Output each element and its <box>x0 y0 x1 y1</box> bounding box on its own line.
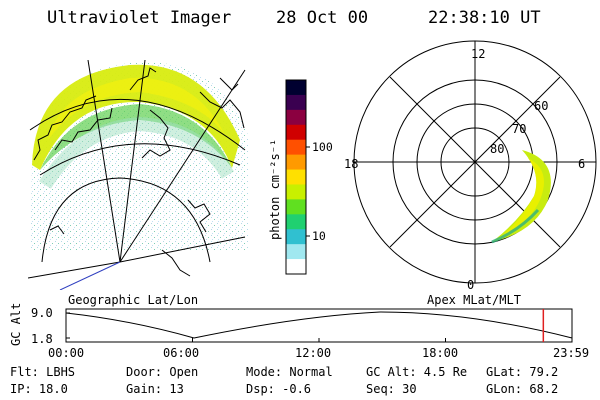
colorbar-cell <box>286 124 306 141</box>
mlt-label-0: 0 <box>467 278 474 292</box>
timeline-ytick-min: 1.8 <box>31 332 53 346</box>
info-filter: Flt: LBHS <box>10 365 76 379</box>
mlat-label-70: 70 <box>512 122 526 136</box>
mlat-label-60: 60 <box>534 99 548 113</box>
info-glat: GLat: 79.2 <box>486 365 559 379</box>
colorbar-cell <box>286 94 306 111</box>
info-door: Door: Open <box>126 365 199 379</box>
colorbar-frame <box>285 79 307 275</box>
mlat-label-80: 80 <box>490 142 504 156</box>
info-seq: Seq: 30 <box>366 382 417 396</box>
timeline-ytick-max: 9.0 <box>31 306 53 320</box>
colorbar-cell <box>286 139 306 156</box>
orbit-timeline: GC Alt 9.0 1.8 <box>9 303 573 346</box>
timeline-xtick-1800: 18:00 <box>422 346 459 360</box>
timeline-axis-label: GC Alt <box>9 303 23 346</box>
colorbar-cell <box>286 199 306 215</box>
colorbar-unit-label: photon cm⁻²s⁻¹ <box>268 139 282 240</box>
colorbar-cell <box>286 184 306 200</box>
info-dsp: Dsp: -0.6 <box>246 382 312 396</box>
instrument-title: Ultraviolet Imager <box>47 8 232 28</box>
altitude-curve <box>65 311 573 339</box>
info-gc-alt: GC Alt: 4.5 Re <box>366 365 468 379</box>
image-date: 28 Oct 00 <box>276 8 369 28</box>
colorbar-cell <box>286 80 306 96</box>
colorbar-cell <box>286 214 306 230</box>
geographic-map <box>28 60 248 290</box>
image-time: 22:38:10 UT <box>428 8 541 28</box>
magnetic-polar-plot <box>353 40 597 284</box>
lat-lon-grid <box>28 60 246 290</box>
info-mode: Mode: Normal <box>246 365 333 379</box>
colorbar-cell <box>286 109 306 126</box>
colorbar-cell <box>286 259 306 275</box>
timeline-xtick-2359: 23:59 <box>553 346 590 360</box>
geographic-panel-label: Geographic Lat/Lon <box>68 293 198 307</box>
mlt-label-6: 6 <box>578 157 585 171</box>
colorbar-cell <box>286 229 306 245</box>
colorbar-cell <box>286 154 306 171</box>
colorbar-cell <box>286 244 306 260</box>
mlt-label-18: 18 <box>344 157 358 171</box>
timeline-xtick-1200: 12:00 <box>295 346 332 360</box>
auroral-oval-geo <box>32 64 240 170</box>
info-glon: GLon: 68.2 <box>486 382 559 396</box>
colorbar-cell <box>286 169 306 185</box>
info-ip: IP: 18.0 <box>10 382 68 396</box>
colorbar-tick-100: 100 <box>312 140 333 154</box>
timeline-xtick-0000: 00:00 <box>48 346 85 360</box>
info-gain: Gain: 13 <box>126 382 184 396</box>
magnetic-panel-label: Apex MLat/MLT <box>427 293 521 307</box>
mlt-label-12: 12 <box>471 47 485 61</box>
colorbar: 100 10 photon cm⁻²s⁻¹ <box>268 79 333 275</box>
timeline-xtick-0600: 06:00 <box>163 346 200 360</box>
colorbar-tick-10: 10 <box>312 229 326 243</box>
